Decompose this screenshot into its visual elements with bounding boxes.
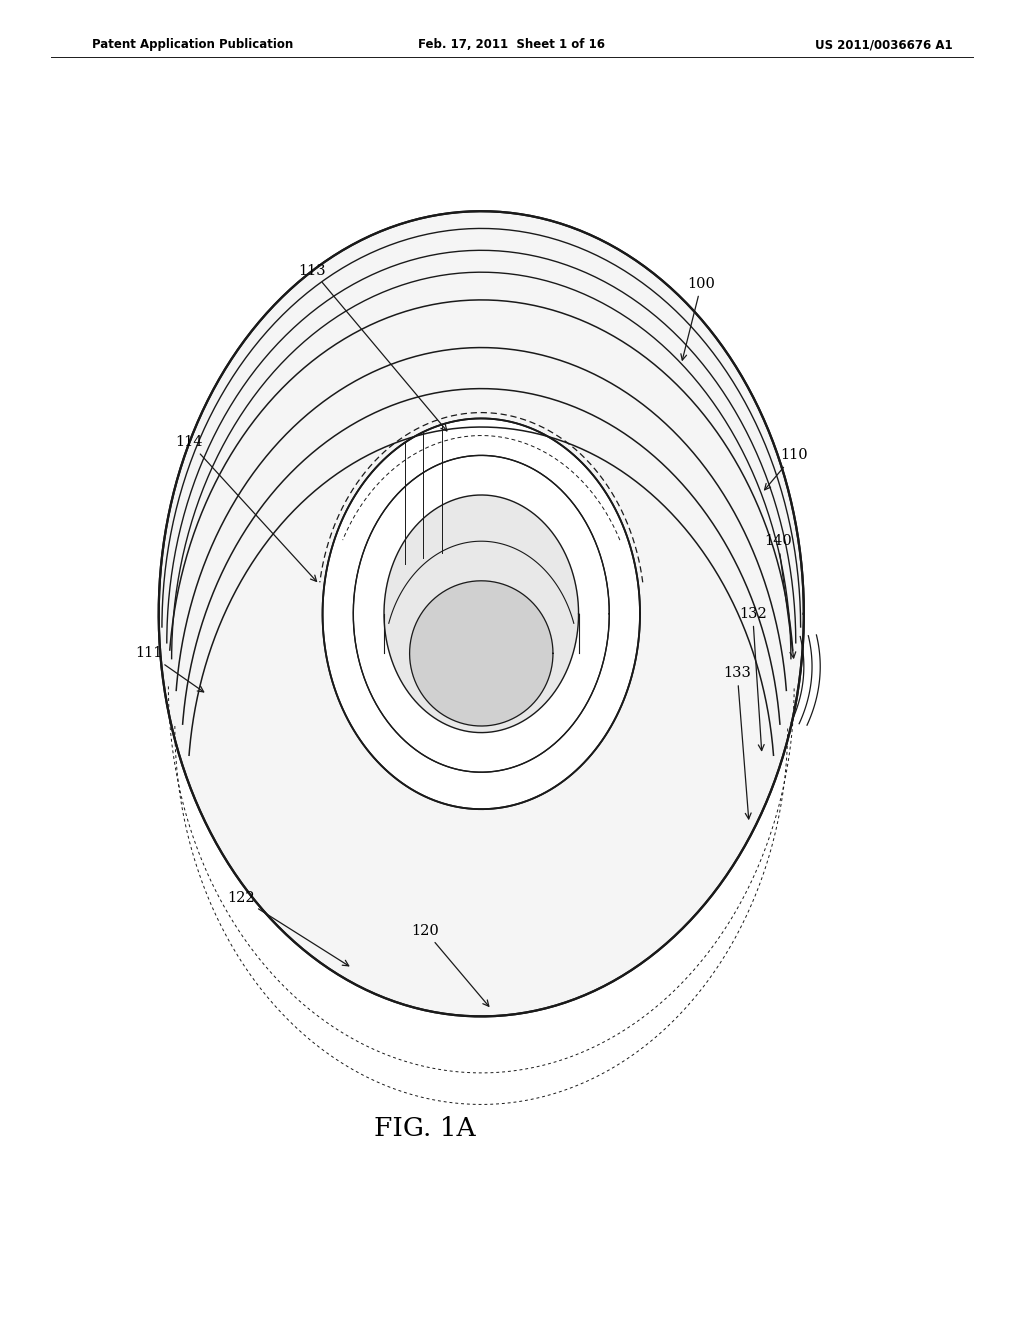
Text: US 2011/0036676 A1: US 2011/0036676 A1 [815,38,952,51]
Text: 132: 132 [738,607,767,751]
Text: 111: 111 [135,647,204,692]
Polygon shape [159,211,804,1016]
Text: 122: 122 [227,891,349,966]
Text: Patent Application Publication: Patent Application Publication [92,38,294,51]
Text: 140: 140 [764,535,796,657]
Text: 133: 133 [723,667,752,818]
Polygon shape [323,418,640,809]
Text: 100: 100 [681,277,716,360]
Text: Feb. 17, 2011  Sheet 1 of 16: Feb. 17, 2011 Sheet 1 of 16 [419,38,605,51]
Polygon shape [384,495,579,733]
Text: 114: 114 [176,436,316,581]
Text: 110: 110 [765,449,807,490]
Text: 120: 120 [411,924,488,1006]
Polygon shape [410,581,553,726]
Text: 113: 113 [299,264,446,430]
Text: FIG. 1A: FIG. 1A [374,1117,476,1140]
